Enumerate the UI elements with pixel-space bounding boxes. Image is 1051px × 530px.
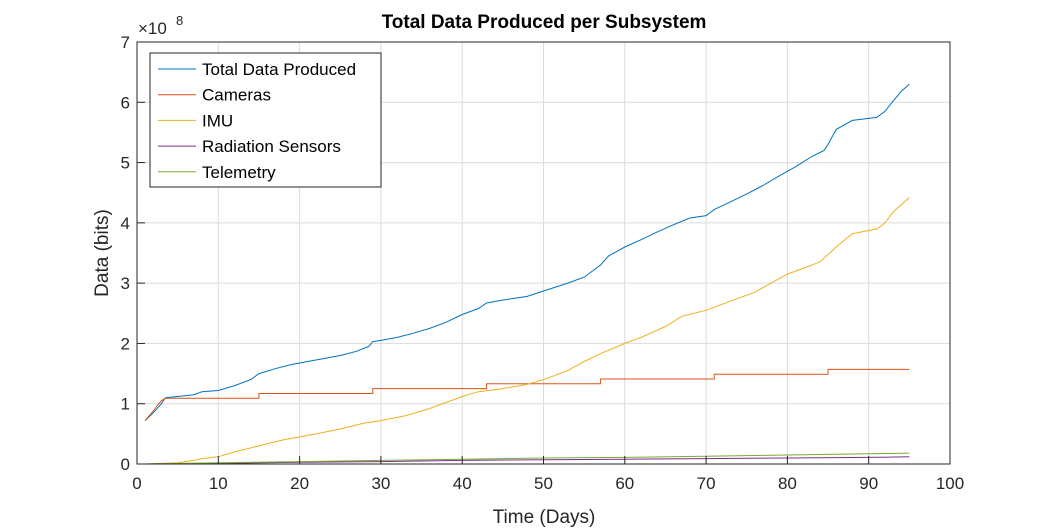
series-line-1 — [144, 368, 910, 421]
x-tick-label: 90 — [859, 474, 878, 493]
legend-box — [149, 52, 382, 188]
legend-entry-label: Telemetry — [202, 163, 276, 182]
y-tick-label: 3 — [121, 274, 130, 293]
x-axis-label: Time (Days) — [493, 507, 596, 528]
y-tick-label: 1 — [121, 395, 130, 414]
x-tick-label: 100 — [936, 474, 964, 493]
chart-title: Total Data Produced per Subsystem — [382, 12, 707, 33]
series-line-0 — [144, 83, 910, 421]
y-axis-ticks: 0 1 2 3 4 5 6 7 — [121, 33, 145, 474]
legend-entry-label: Radiation Sensors — [202, 137, 341, 156]
x-tick-label: 50 — [534, 474, 553, 493]
x-tick-label: 0 — [132, 474, 141, 493]
x-axis-ticks: 0 10 20 30 40 50 60 70 80 90 100 — [132, 456, 964, 493]
series-line-2 — [145, 197, 910, 465]
x-tick-label: 80 — [778, 474, 797, 493]
legend-entry-label: Total Data Produced — [202, 60, 356, 79]
x-tick-label: 20 — [290, 474, 309, 493]
y-tick-label: 0 — [121, 455, 130, 474]
y-tick-label: 7 — [121, 33, 130, 52]
x-tick-label: 30 — [371, 474, 390, 493]
x-tick-label: 60 — [615, 474, 634, 493]
x-tick-label: 70 — [697, 474, 716, 493]
y-tick-label: 6 — [121, 93, 130, 112]
y-tick-label: 5 — [121, 154, 130, 173]
x-tick-label: 40 — [453, 474, 472, 493]
y-exponent-power: 8 — [176, 13, 183, 28]
y-exponent-multiplier: ×10 — [138, 19, 167, 38]
y-tick-label: 4 — [121, 214, 130, 233]
y-axis-label: Data (bits) — [92, 209, 113, 297]
legend: Total Data Produced Cameras IMU Radiation S… — [149, 52, 382, 188]
legend-entry-label: IMU — [202, 111, 233, 130]
x-tick-label: 10 — [209, 474, 228, 493]
legend-entry-label: Cameras — [202, 86, 271, 105]
y-tick-label: 2 — [121, 334, 130, 353]
